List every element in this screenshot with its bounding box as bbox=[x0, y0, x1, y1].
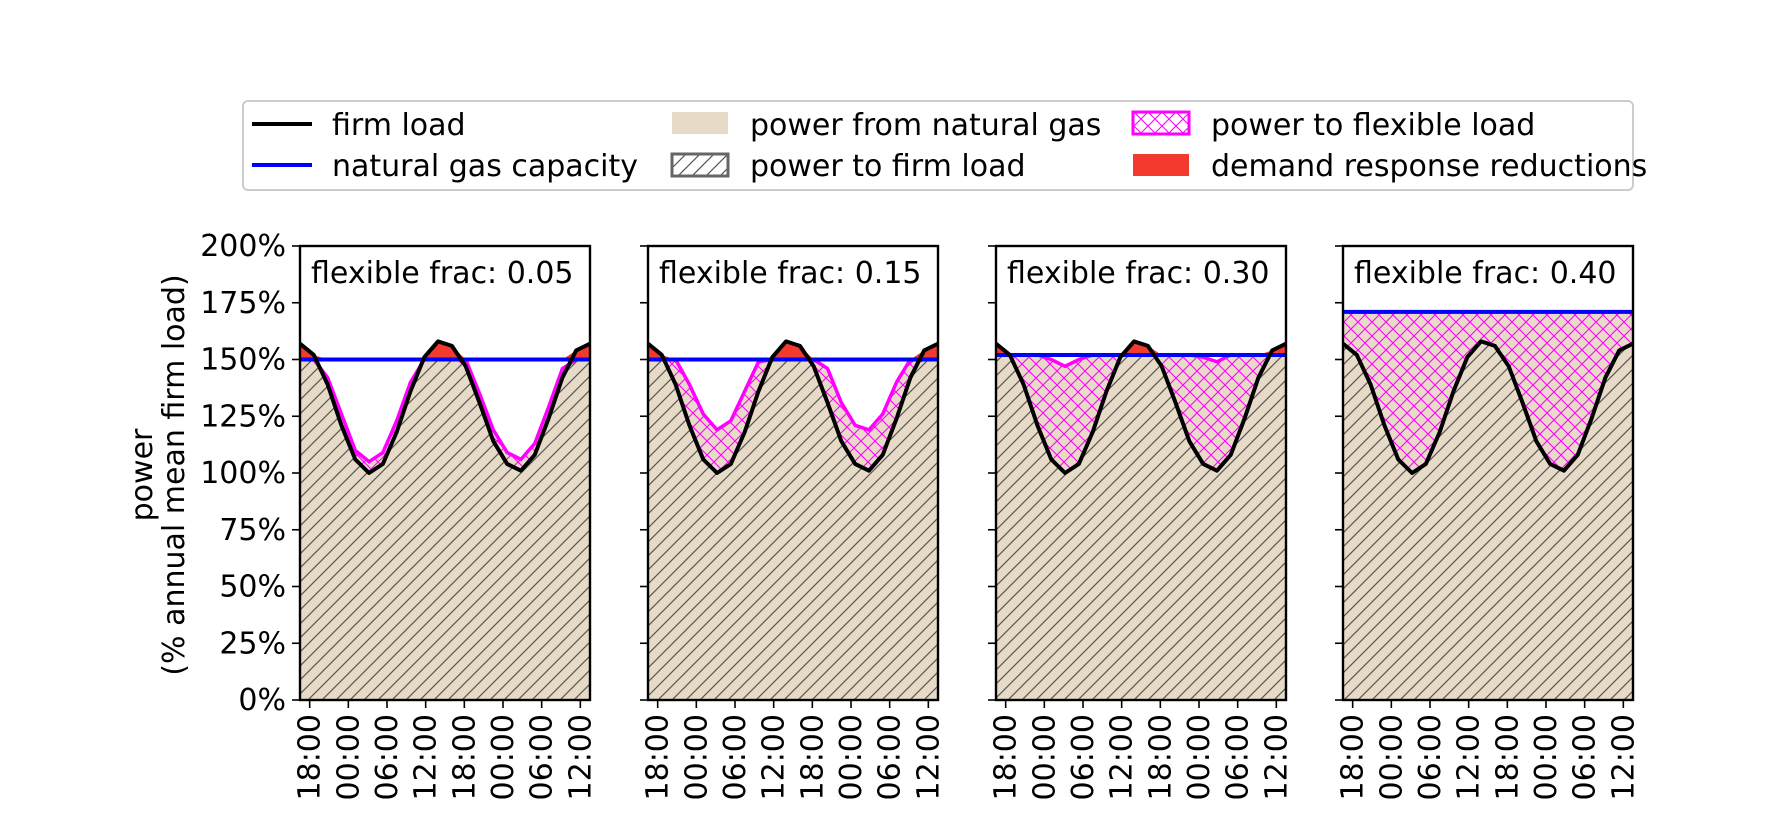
x-tick-label: 06:00 bbox=[718, 714, 753, 800]
y-tick-label: 25% bbox=[219, 626, 286, 661]
x-tick-label: 00:00 bbox=[834, 714, 869, 800]
legend-entry-power-to-firm-load: power to firm load bbox=[670, 149, 1026, 184]
y-tick-label: 200% bbox=[200, 229, 286, 264]
x-tick-label: 06:00 bbox=[1066, 714, 1101, 800]
x-tick-label: 12:00 bbox=[757, 714, 792, 800]
plot-area bbox=[1343, 309, 1633, 700]
legend-swatch-power-to-firm-load bbox=[670, 152, 730, 178]
plot-area bbox=[648, 339, 938, 700]
y-tick-label: 0% bbox=[238, 683, 286, 718]
panel-title: flexible frac: 0.15 bbox=[659, 256, 922, 291]
area-demand-response-reductions bbox=[300, 341, 590, 360]
x-tick-label: 00:00 bbox=[1529, 714, 1564, 800]
y-axis-label: power bbox=[125, 428, 160, 521]
panel-title: flexible frac: 0.05 bbox=[311, 256, 574, 291]
x-tick-label: 00:00 bbox=[331, 714, 366, 800]
area-demand-response-reductions bbox=[648, 341, 938, 360]
x-tick-label: 12:00 bbox=[563, 714, 598, 800]
plot-area bbox=[300, 339, 590, 700]
x-tick-label: 12:00 bbox=[409, 714, 444, 800]
y-tick-label: 150% bbox=[200, 343, 286, 378]
y-tick-label: 50% bbox=[219, 570, 286, 605]
legend-swatch-power-from-natural-gas bbox=[672, 112, 728, 134]
legend-label-power-from-natural-gas: power from natural gas bbox=[750, 108, 1101, 143]
small-multiples: flexible frac: 0.05 0% 25% 50% 75% 100% 125% 15… bbox=[200, 229, 1641, 800]
legend-label-firm-load: firm load bbox=[332, 108, 466, 143]
area-power-to-firm-load bbox=[300, 359, 590, 700]
x-tick-label: 18:00 bbox=[447, 714, 482, 800]
x-tick-label: 00:00 bbox=[486, 714, 521, 800]
x-tick-label: 18:00 bbox=[1336, 714, 1371, 800]
line-firm-load bbox=[300, 339, 590, 475]
x-tick-label: 12:00 bbox=[911, 714, 946, 800]
legend-entry-power-from-natural-gas: power from natural gas bbox=[672, 108, 1101, 143]
panel-1: flexible frac: 0.05 0% 25% 50% 75% 100% 125% 15… bbox=[200, 229, 598, 800]
legend-swatch-demand-response-reductions bbox=[1133, 154, 1189, 176]
y-tick-label: 175% bbox=[200, 286, 286, 321]
legend-swatch-power-to-flexible-load bbox=[1131, 110, 1191, 136]
x-tick-label: 12:00 bbox=[1452, 714, 1487, 800]
line-firm-load bbox=[648, 339, 938, 475]
x-tick-label: 18:00 bbox=[1490, 714, 1525, 800]
legend-label-power-to-flexible-load: power to flexible load bbox=[1211, 108, 1535, 143]
x-tick-label: 00:00 bbox=[1374, 714, 1409, 800]
legend-label-demand-response-reductions: demand response reductions bbox=[1211, 149, 1647, 184]
x-tick-label: 06:00 bbox=[525, 714, 560, 800]
x-tick-label: 12:00 bbox=[1606, 714, 1641, 800]
x-tick-label: 18:00 bbox=[641, 714, 676, 800]
line-firm-load bbox=[1343, 339, 1633, 475]
y-tick-label: 125% bbox=[200, 399, 286, 434]
x-tick-label: 18:00 bbox=[795, 714, 830, 800]
legend-entry-firm-load: firm load bbox=[252, 108, 466, 143]
panel-title: flexible frac: 0.30 bbox=[1007, 256, 1270, 291]
legend: firm load natural gas capacity power fro… bbox=[242, 100, 1647, 191]
legend-label-natural-gas-capacity: natural gas capacity bbox=[332, 149, 638, 184]
x-tick-label: 18:00 bbox=[293, 714, 328, 800]
y-axis-label-units: (% annual mean firm load) bbox=[157, 274, 192, 675]
area-demand-response-reductions bbox=[996, 341, 1286, 355]
area-power-to-firm-load bbox=[648, 359, 938, 700]
x-tick-label: 06:00 bbox=[370, 714, 405, 800]
x-tick-label: 18:00 bbox=[989, 714, 1024, 800]
x-tick-label: 00:00 bbox=[1027, 714, 1062, 800]
x-tick-label: 12:00 bbox=[1105, 714, 1140, 800]
area-power-to-firm-load bbox=[1343, 341, 1633, 700]
area-power-to-flexible-load bbox=[996, 354, 1286, 473]
legend-entry-natural-gas-capacity: natural gas capacity bbox=[252, 149, 638, 184]
legend-label-power-to-firm-load: power to firm load bbox=[750, 149, 1026, 184]
x-tick-label: 12:00 bbox=[1259, 714, 1294, 800]
x-tick-label: 06:00 bbox=[1568, 714, 1603, 800]
area-power-to-flexible-load bbox=[648, 359, 938, 473]
plot-area bbox=[996, 339, 1286, 700]
y-tick-label: 100% bbox=[200, 456, 286, 491]
area-power-to-flexible-load bbox=[1343, 311, 1633, 473]
y-tick-label: 75% bbox=[219, 513, 286, 548]
line-firm-load bbox=[996, 339, 1286, 475]
area-power-to-firm-load bbox=[996, 354, 1286, 700]
legend-frame bbox=[242, 100, 1634, 191]
x-tick-label: 06:00 bbox=[1221, 714, 1256, 800]
legend-entry-demand-response-reductions: demand response reductions bbox=[1133, 149, 1647, 184]
x-tick-label: 06:00 bbox=[873, 714, 908, 800]
x-tick-label: 18:00 bbox=[1143, 714, 1178, 800]
x-tick-label: 06:00 bbox=[1413, 714, 1448, 800]
legend-entry-power-to-flexible-load: power to flexible load bbox=[1131, 108, 1535, 143]
panel-title: flexible frac: 0.40 bbox=[1354, 256, 1617, 291]
x-tick-label: 00:00 bbox=[1182, 714, 1217, 800]
x-tick-label: 00:00 bbox=[679, 714, 714, 800]
